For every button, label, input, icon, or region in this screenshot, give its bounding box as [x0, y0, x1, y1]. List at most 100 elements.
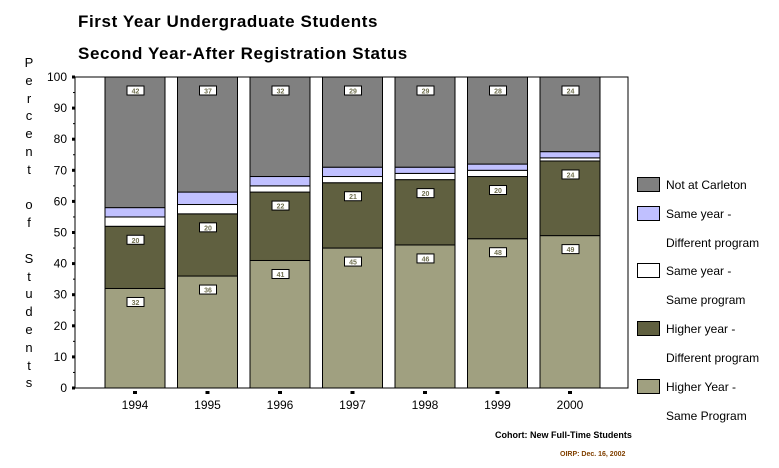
data-label: 21: [349, 194, 357, 201]
data-label: 46: [422, 256, 430, 263]
data-label: 24: [567, 89, 575, 96]
y-tick-label: 40: [54, 257, 68, 271]
y-tick-label: 10: [54, 350, 68, 364]
y-tick: [72, 75, 75, 79]
x-tick-label: 1999: [484, 398, 511, 412]
data-label: 48: [494, 250, 502, 257]
x-tick: [278, 391, 282, 394]
y-tick: [72, 324, 75, 328]
data-label-box: [126, 234, 145, 245]
bar-segment: [394, 166, 456, 174]
x-tick-label: 1998: [412, 398, 439, 412]
x-tick-label: 1997: [339, 398, 366, 412]
y-tick: [72, 137, 75, 141]
cohort-note: Cohort: New Full-Time Students: [495, 430, 632, 440]
y-axis-label-letter: s: [25, 375, 33, 391]
data-label: 24: [567, 172, 575, 179]
data-label: 32: [277, 89, 285, 96]
y-tick-label: 100: [47, 70, 67, 84]
x-tick: [133, 391, 137, 394]
data-label-box: [489, 185, 507, 196]
data-label-box: [126, 85, 145, 96]
y-tick-label: 60: [54, 194, 68, 208]
data-label-box: [344, 191, 362, 202]
legend-swatch: [637, 379, 660, 394]
data-label-box: [489, 85, 507, 96]
y-axis-label-letter: e: [25, 126, 33, 142]
data-label-box: [199, 284, 217, 295]
source-note: OIRP: Dec. 16, 2002: [560, 451, 626, 458]
data-label-box: [561, 169, 580, 180]
y-tick: [72, 106, 75, 110]
data-label: 20: [132, 238, 140, 245]
chart-subtitle: Second Year-After Registration Status: [78, 44, 408, 63]
data-label: 41: [277, 272, 285, 279]
data-label: 20: [204, 225, 212, 232]
data-label: 36: [204, 288, 212, 295]
y-tick: [72, 293, 75, 297]
chart-title: First Year Undergraduate Students: [78, 12, 379, 31]
bar-segment: [104, 76, 166, 209]
y-tick: [72, 355, 75, 359]
y-tick-label: 0: [60, 381, 67, 395]
x-tick: [495, 391, 500, 394]
y-tick-label: 70: [54, 163, 68, 177]
data-label: 49: [567, 247, 575, 254]
bar-segment: [322, 176, 383, 184]
bar-segment: [539, 151, 601, 159]
y-tick-label: 50: [54, 226, 68, 240]
legend-swatch: [637, 263, 660, 278]
bar-segment: [394, 244, 456, 389]
data-label-box: [344, 85, 362, 96]
legend-swatch: [637, 206, 660, 221]
data-label-box: [271, 268, 290, 279]
y-tick: [72, 262, 75, 266]
y-axis-label-letter: t: [27, 268, 31, 284]
x-tick-label: 2000: [557, 398, 584, 412]
y-tick-label: 30: [54, 288, 68, 302]
y-tick-label: 90: [54, 101, 68, 115]
legend-label: Not at Carleton: [666, 178, 747, 192]
data-label-box: [416, 188, 435, 199]
legend-label: Higher Year - Same Program: [666, 380, 747, 423]
x-tick: [205, 391, 210, 394]
bar-segment: [467, 163, 528, 171]
bar-segment: [249, 259, 311, 389]
bar-segment: [177, 204, 238, 215]
y-axis-label-letter: t: [27, 161, 31, 177]
bar-segment: [322, 166, 383, 178]
data-label: 32: [132, 300, 140, 307]
y-axis-label-letter: n: [25, 143, 33, 159]
legend-label: Higher year - Different program: [666, 322, 760, 365]
legend-label: Same year - Different program: [666, 207, 760, 250]
x-tick-label: 1994: [122, 398, 149, 412]
bar-segment: [177, 191, 238, 206]
data-label: 20: [422, 191, 430, 198]
y-tick: [72, 386, 75, 390]
legend-swatch: [637, 321, 660, 336]
y-axis-label-letter: e: [25, 321, 33, 337]
data-label: 42: [132, 89, 140, 96]
bar-segment: [177, 76, 238, 193]
y-axis-label-letter: f: [27, 215, 31, 231]
data-label-box: [271, 200, 290, 211]
data-label: 22: [277, 204, 285, 211]
bar-segment: [104, 216, 166, 227]
x-tick: [350, 391, 355, 394]
bar-segment: [467, 238, 528, 389]
data-label-box: [271, 85, 290, 96]
y-axis-label-letter: d: [25, 304, 33, 320]
bar-segment: [249, 176, 311, 187]
y-axis-label-letter: o: [25, 197, 33, 213]
data-label-box: [416, 253, 435, 264]
y-axis-label-letter: P: [24, 55, 34, 70]
y-axis-label-letter: t: [27, 357, 31, 373]
data-label-box: [489, 247, 507, 258]
data-label-box: [344, 256, 362, 267]
y-tick: [72, 199, 75, 203]
y-tick: [72, 231, 75, 234]
bar-segment: [539, 235, 601, 389]
